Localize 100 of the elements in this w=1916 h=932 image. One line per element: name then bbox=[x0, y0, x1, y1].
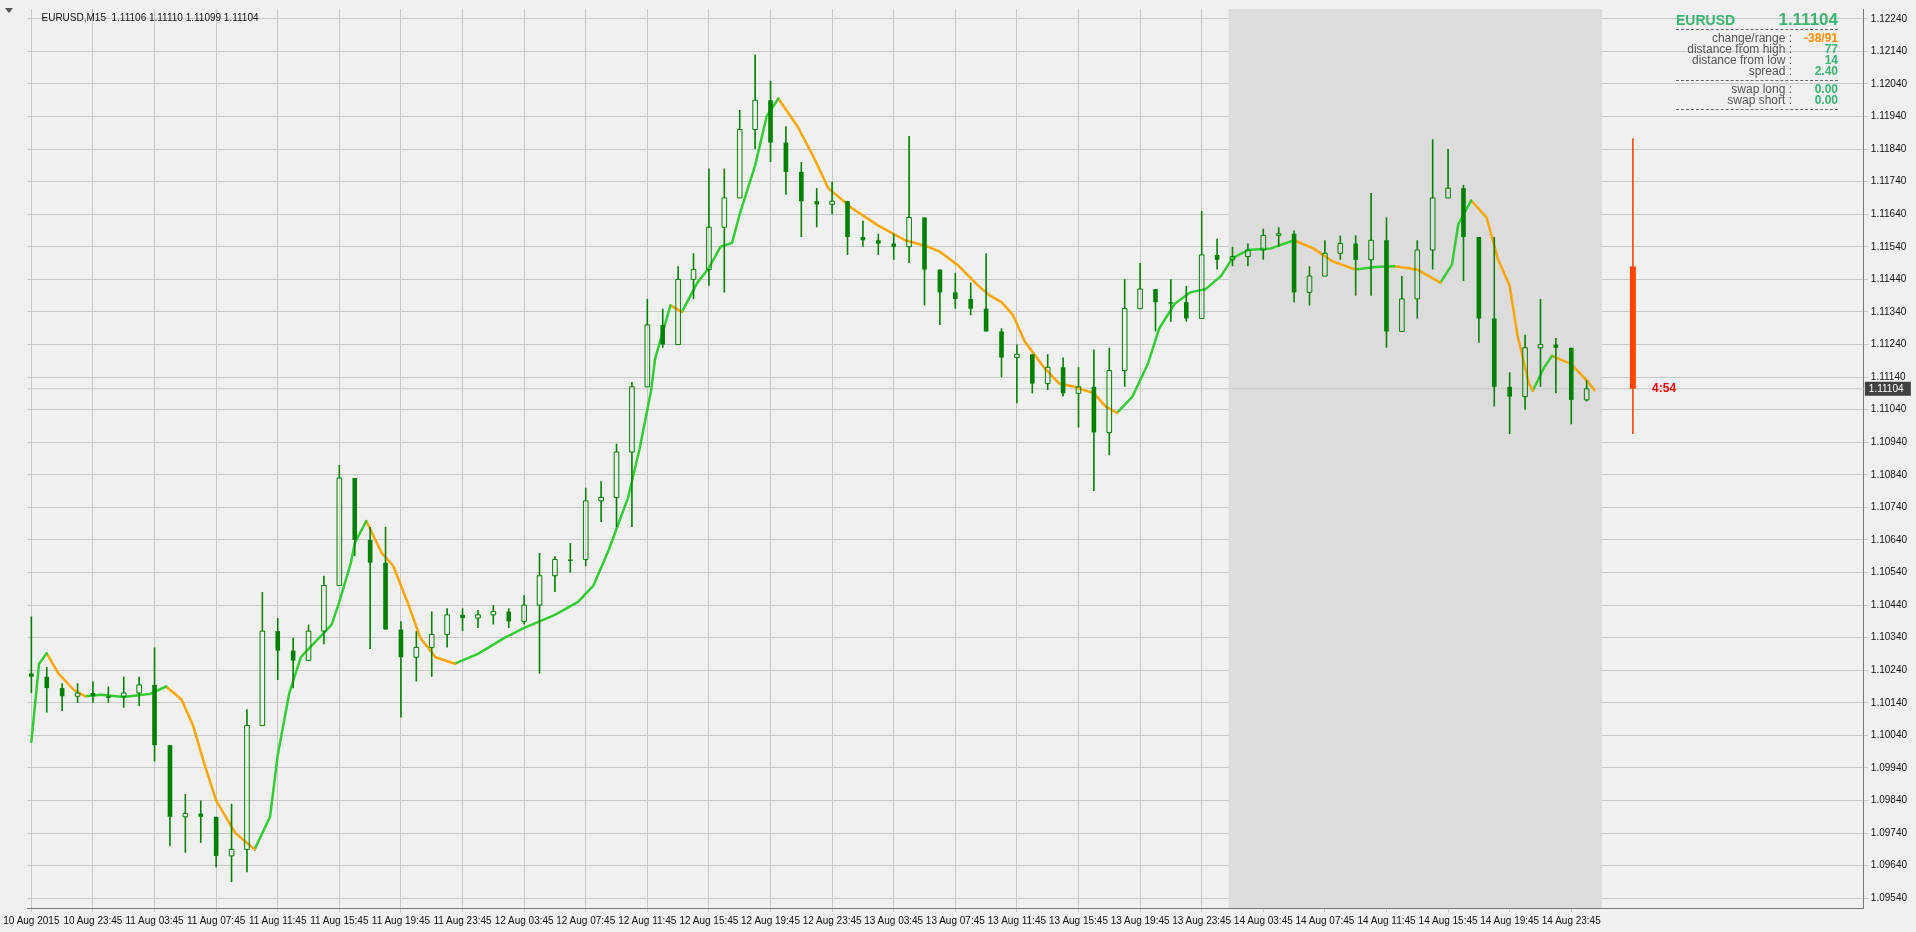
candlestick bbox=[1183, 285, 1189, 323]
x-tick-label: 11 Aug 23:45 bbox=[433, 914, 493, 926]
candlestick bbox=[1399, 275, 1405, 332]
x-tick-label: 14 Aug 07:45 bbox=[1295, 914, 1355, 926]
candlestick bbox=[1044, 353, 1051, 391]
y-tick-label: 1.10740 bbox=[1870, 501, 1908, 513]
y-tick-label: 1.11540 bbox=[1870, 240, 1907, 252]
ref-line-label: 1.11104 bbox=[1868, 382, 1904, 394]
x-tick-label: 11 Aug 19:45 bbox=[371, 914, 431, 926]
candlestick bbox=[1075, 366, 1082, 429]
annotation: 0.00 bbox=[1813, 82, 1838, 96]
x-tick-label: 12 Aug 07:45 bbox=[556, 914, 616, 926]
annotation: 2.40 bbox=[1813, 64, 1838, 78]
candlestick bbox=[968, 281, 974, 316]
candlestick bbox=[1306, 265, 1313, 307]
candlestick bbox=[1014, 343, 1020, 404]
y-tick-label: 1.11940 bbox=[1870, 110, 1907, 122]
annotation: 14 bbox=[1824, 53, 1838, 67]
candlestick bbox=[1337, 234, 1344, 261]
x-tick-label: 10 Aug 23:45 bbox=[63, 914, 123, 926]
y-tick-label: 1.10640 bbox=[1870, 533, 1908, 545]
y-tick-label: 1.11140 bbox=[1870, 370, 1906, 382]
candlestick bbox=[891, 232, 897, 261]
x-tick-label: 13 Aug 07:45 bbox=[925, 914, 986, 926]
y-tick-label: 1.12240 bbox=[1870, 12, 1908, 24]
x-tick-label: 13 Aug 23:45 bbox=[1172, 914, 1232, 926]
y-tick-label: 1.11440 bbox=[1870, 273, 1907, 285]
chart-title: EURUSD,M15 1.11106 1.11110 1.11099 1.11104 bbox=[41, 11, 259, 23]
candlestick bbox=[413, 630, 420, 683]
annotation: 77 bbox=[1823, 42, 1838, 56]
candlestick bbox=[1353, 234, 1358, 297]
candlestick bbox=[506, 607, 512, 629]
y-tick-label: 1.11840 bbox=[1870, 142, 1907, 154]
candlestick bbox=[1322, 239, 1328, 277]
x-tick-label: 13 Aug 11:45 bbox=[987, 914, 1047, 926]
y-tick-label: 1.09740 bbox=[1870, 826, 1908, 838]
annotation: swap long : bbox=[1730, 82, 1793, 96]
y-tick-label: 1.10540 bbox=[1870, 566, 1908, 578]
candlestick bbox=[552, 555, 558, 593]
x-tick-label: 14 Aug 19:45 bbox=[1480, 914, 1540, 926]
candlestick bbox=[275, 617, 281, 681]
y-tick-label: 1.11340 bbox=[1870, 305, 1907, 317]
y-tick-label: 1.12140 bbox=[1870, 45, 1908, 57]
candlestick bbox=[660, 307, 666, 349]
candlestick bbox=[829, 180, 835, 216]
y-tick-label: 1.10140 bbox=[1870, 696, 1908, 708]
y-tick-label: 1.09840 bbox=[1870, 794, 1908, 806]
candlestick bbox=[1168, 278, 1174, 323]
y-tick-label: 1.11240 bbox=[1870, 338, 1907, 350]
y-tick-label: 1.10040 bbox=[1870, 729, 1908, 741]
x-tick-label: 11 Aug 07:45 bbox=[187, 914, 246, 926]
x-tick-label: 13 Aug 03:45 bbox=[864, 914, 924, 926]
annotation: 0.00 bbox=[1813, 93, 1838, 107]
candlestick bbox=[228, 802, 235, 883]
candlestick bbox=[706, 167, 712, 287]
candlestick bbox=[198, 799, 204, 844]
candlestick bbox=[876, 232, 881, 256]
y-tick-label: 1.11640 bbox=[1870, 207, 1907, 219]
candlestick bbox=[1553, 337, 1559, 395]
x-tick-label: 14 Aug 23:45 bbox=[1541, 914, 1602, 926]
candlestick bbox=[136, 675, 142, 707]
y-tick-label: 1.10340 bbox=[1870, 631, 1908, 643]
candlestick bbox=[582, 487, 589, 567]
annotation: change/range : bbox=[1711, 31, 1793, 45]
candlestick bbox=[444, 607, 450, 649]
x-tick-label: 12 Aug 23:45 bbox=[802, 914, 863, 926]
candlestick bbox=[44, 666, 50, 714]
x-tick-label: 12 Aug 11:45 bbox=[618, 914, 677, 926]
y-tick-label: 1.09540 bbox=[1870, 891, 1908, 903]
candlestick bbox=[428, 610, 435, 678]
candlestick bbox=[1245, 242, 1251, 268]
x-tick-label: 13 Aug 19:45 bbox=[1110, 914, 1170, 926]
annotation: 4:54 bbox=[1652, 381, 1677, 396]
y-tick-label: 1.10840 bbox=[1870, 468, 1908, 480]
candlestick bbox=[752, 53, 758, 150]
y-tick-label: 1.10940 bbox=[1870, 435, 1908, 447]
annotation: -38/91 bbox=[1802, 31, 1838, 45]
candlestick bbox=[953, 272, 958, 310]
candlestick bbox=[1414, 239, 1421, 320]
candlestick bbox=[906, 135, 912, 264]
y-tick-label: 1.12040 bbox=[1870, 77, 1908, 89]
candlestick bbox=[1260, 228, 1267, 261]
x-tick-label: 12 Aug 15:45 bbox=[679, 914, 739, 926]
candlestick bbox=[460, 607, 465, 632]
x-tick-label: 14 Aug 03:45 bbox=[1233, 914, 1294, 926]
y-tick-label: 1.09940 bbox=[1870, 761, 1908, 773]
candlestick bbox=[613, 443, 620, 528]
candlestick bbox=[1368, 192, 1374, 297]
candlestick bbox=[182, 793, 189, 854]
candlestick bbox=[29, 615, 34, 694]
candlestick bbox=[736, 109, 743, 199]
x-tick-label: 13 Aug 15:45 bbox=[1049, 914, 1109, 926]
x-tick-label: 14 Aug 11:45 bbox=[1357, 914, 1417, 926]
y-tick-label: 1.09640 bbox=[1870, 859, 1908, 871]
candlestick bbox=[475, 609, 481, 629]
y-tick-label: 1.11040 bbox=[1870, 403, 1907, 415]
annotation: 1.11104 bbox=[1778, 10, 1838, 29]
x-tick-label: 10 Aug 2015 bbox=[3, 914, 60, 926]
y-tick-label: 1.10440 bbox=[1870, 598, 1908, 610]
y-tick-label: 1.10240 bbox=[1870, 663, 1908, 675]
